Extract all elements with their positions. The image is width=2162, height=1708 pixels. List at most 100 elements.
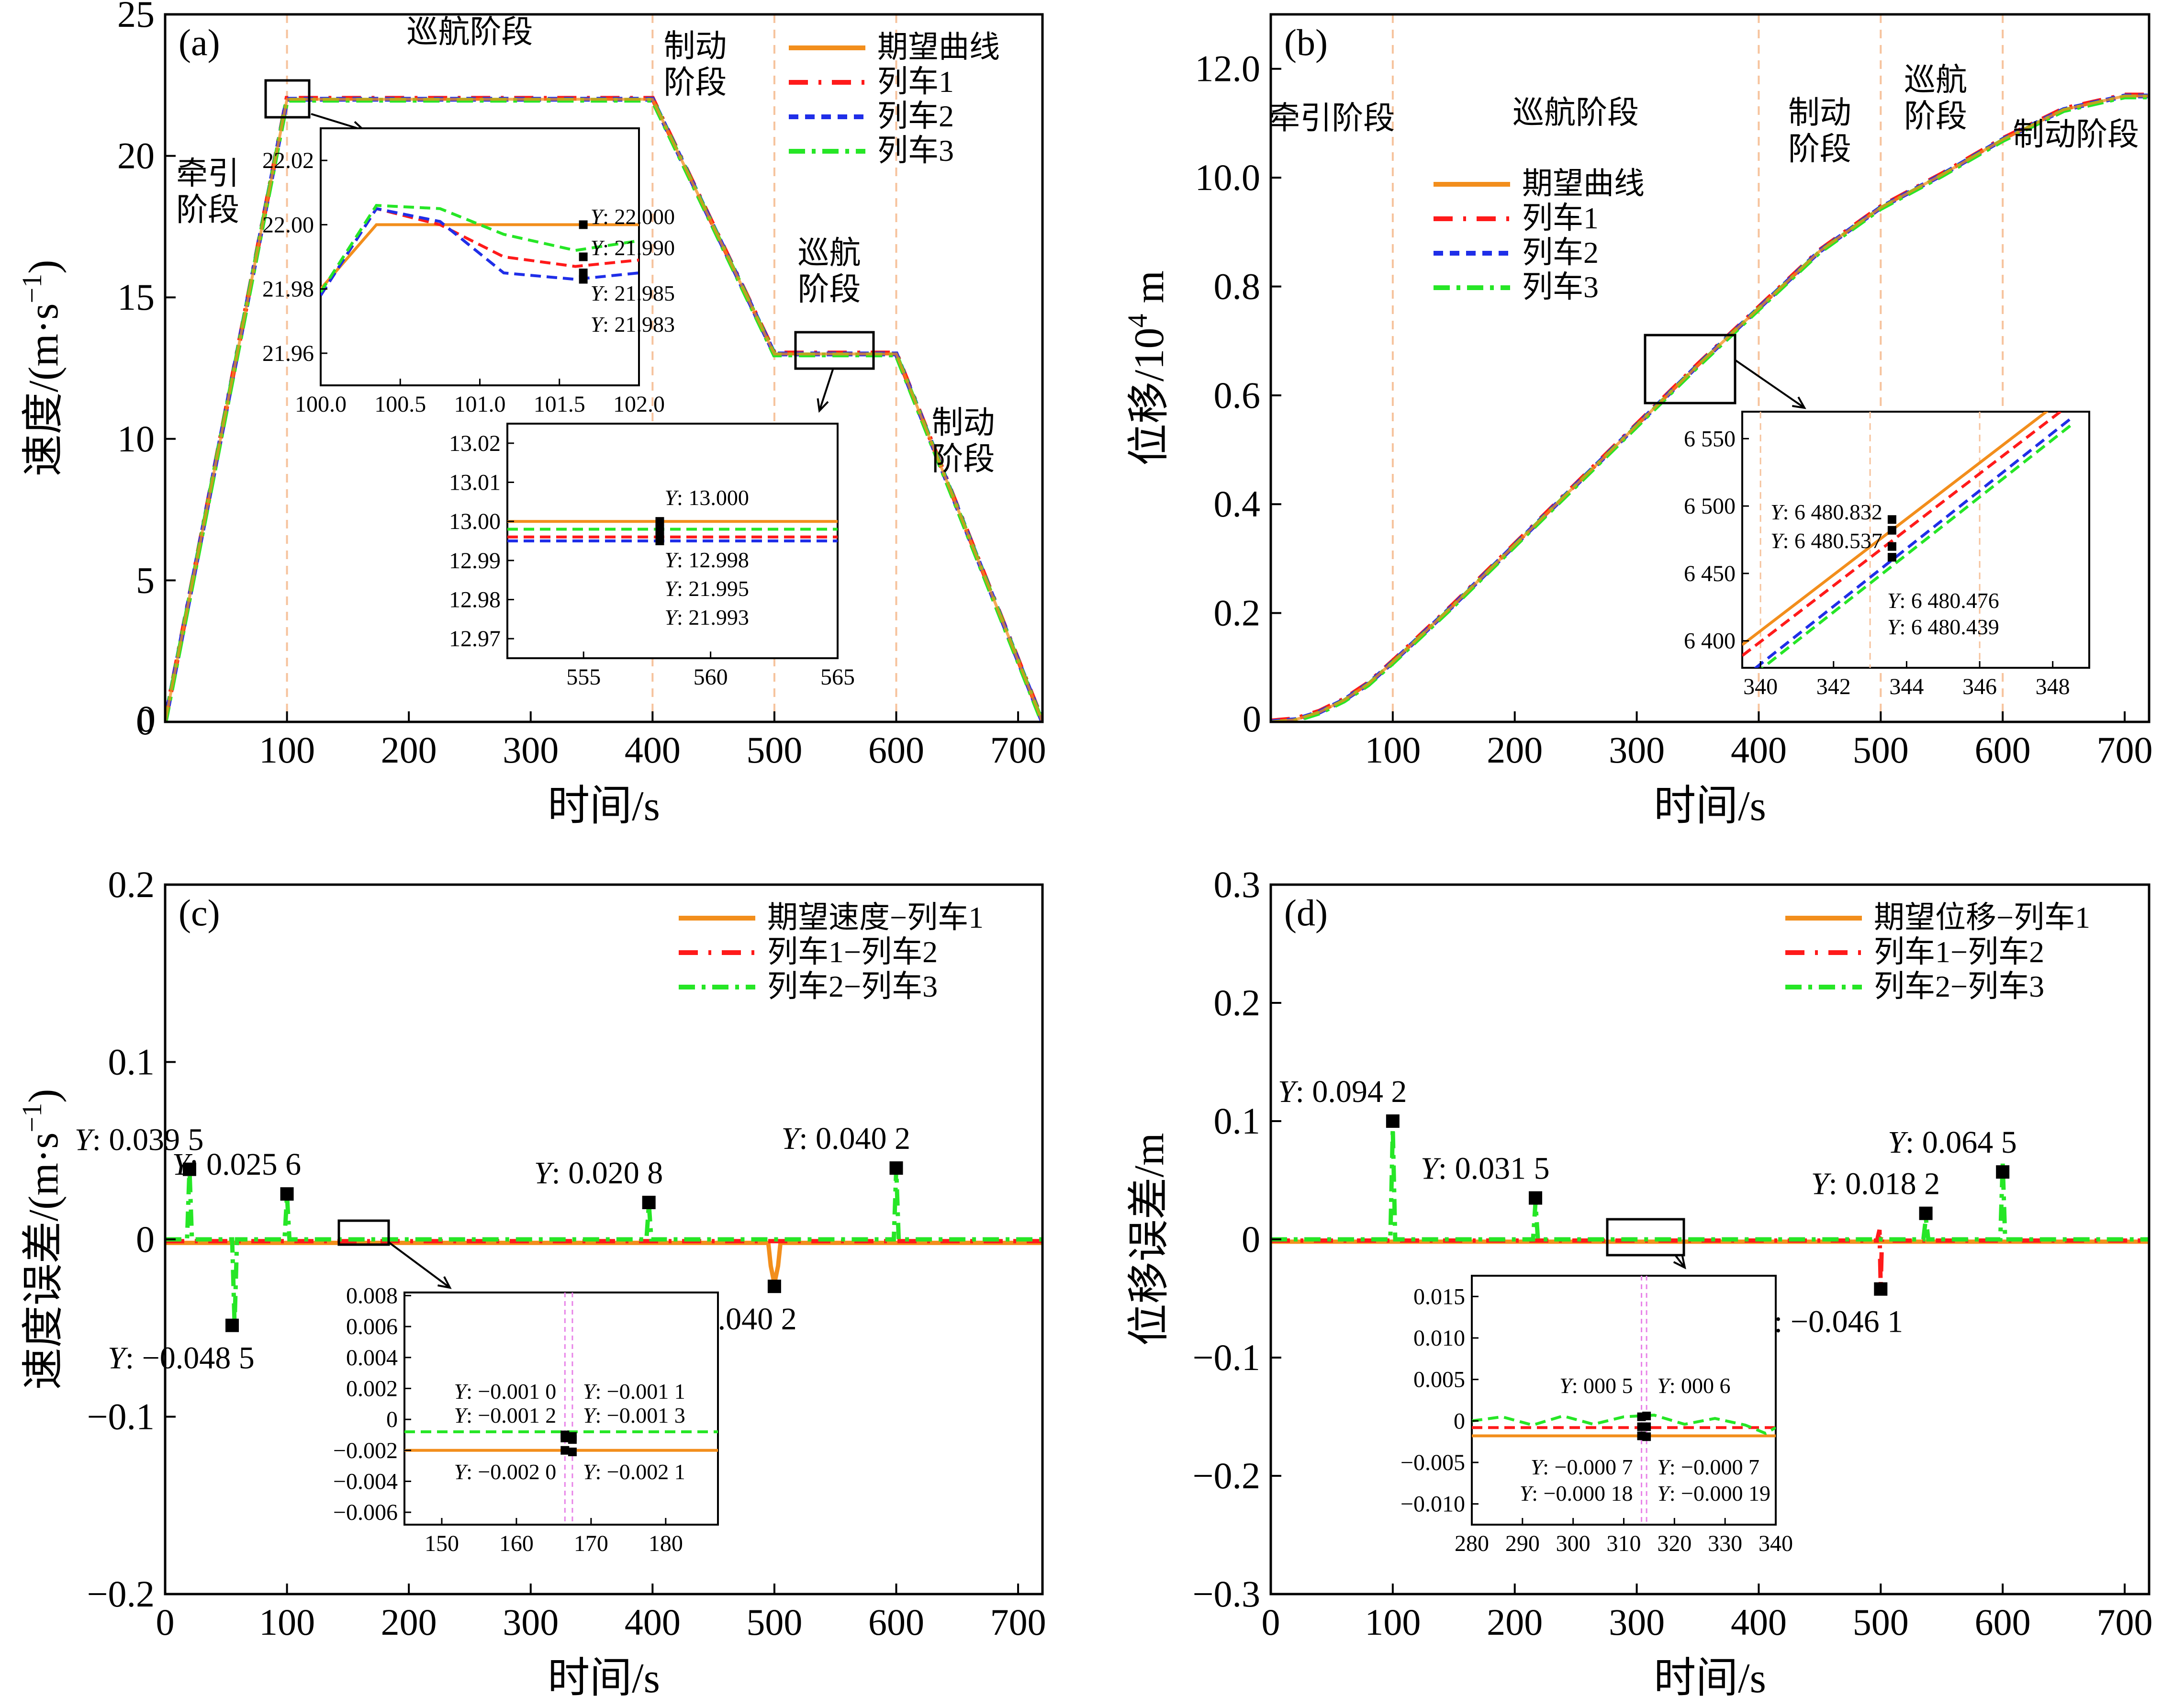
annotation-value: : −0.002 0	[466, 1460, 556, 1484]
phase-label: 巡航阶段	[797, 236, 861, 307]
inset-annotation-label: Y: −0.000 18	[1520, 1481, 1633, 1506]
x-tick-label: 700	[2097, 729, 2153, 771]
inset-annotation-label: Y: 13.000	[664, 485, 749, 510]
x-axis-label: 时间/s	[1654, 783, 1766, 830]
phase-label-line: 阶段	[176, 193, 239, 228]
x-tick-label: 200	[1487, 729, 1543, 771]
annotation-prefix: Y	[108, 1341, 128, 1376]
annotation-marker	[767, 1280, 781, 1293]
inset-y-tick-label: 22.00	[262, 212, 314, 237]
inset-series-line	[1753, 417, 2072, 668]
x-tick-label: 400	[1731, 729, 1787, 771]
y-tick-label: 0.2	[108, 864, 155, 905]
inset-annotation-marker	[568, 1435, 577, 1444]
series-line-expected	[165, 98, 1042, 722]
series-line-expected	[1271, 94, 2149, 722]
annotation-value: : 0.094 2	[1296, 1074, 1407, 1109]
inset-annotation-label: Y: −0.000 19	[1657, 1481, 1770, 1506]
annotation-prefix: Y	[664, 605, 679, 629]
legend-label: 期望曲线	[1522, 167, 1645, 201]
annotation-value: : −0.001 1	[595, 1379, 685, 1404]
annotation-value: : 0.040 2	[799, 1121, 910, 1156]
annotation-marker	[280, 1187, 294, 1201]
series-group	[1271, 92, 2149, 722]
inset-x-tick-label: 180	[649, 1531, 683, 1556]
inset-y-tick-label: 12.97	[449, 626, 501, 652]
inset-x-tick-label: 346	[1962, 674, 1997, 699]
annotation-prefix: Y	[1278, 1074, 1299, 1109]
phase-label: 制动阶段	[2013, 117, 2139, 152]
y-tick-label: 25	[117, 0, 155, 35]
inset-x-tick-label: 100.5	[374, 392, 426, 417]
annotation-marker	[1874, 1282, 1888, 1296]
inset-y-tick-label: 6 400	[1684, 629, 1736, 654]
inset-annotation-marker	[579, 252, 588, 261]
annotation-value: : 0.064 5	[1905, 1125, 2017, 1160]
x-axis-label: 时间/s	[1654, 1655, 1766, 1702]
inset-annotation-label: Y: −0.001 0	[454, 1379, 556, 1404]
phase-label-line: 巡航阶段	[406, 15, 533, 50]
annotation-value: : 21.990	[603, 236, 675, 260]
legend-label: 列车1	[877, 65, 954, 99]
x-tick-label: 100	[259, 729, 315, 771]
inset-annotation-marker	[579, 220, 588, 229]
phase-label-line: 巡航阶段	[1512, 95, 1639, 130]
phase-label: 牵引阶段	[176, 157, 239, 228]
annotation-marker	[1529, 1191, 1543, 1205]
inset-y-tick-label: 0.004	[346, 1345, 398, 1371]
x-tick-label: 700	[990, 1601, 1046, 1643]
annotation-prefix: Y	[664, 548, 679, 572]
phase-label: 制动阶段	[1788, 95, 1851, 167]
phase-label-line: 牵引阶段	[1268, 101, 1395, 136]
inset-annotation-label: Y: 000 5	[1559, 1373, 1633, 1398]
annotation-value: : −0.000 7	[1669, 1455, 1759, 1479]
annotation-value: : 0.020 8	[551, 1156, 663, 1191]
zoom-arrow-head	[817, 398, 829, 413]
annotation-value: : 6 480.537	[1783, 528, 1882, 553]
inset-y-tick-label: 21.98	[262, 277, 314, 302]
legend-label: 列车2	[1522, 236, 1599, 270]
annotation-prefix: Y	[1657, 1373, 1671, 1398]
zoom-arrow-head	[437, 1276, 452, 1289]
series-line	[1271, 1128, 2149, 1242]
y-tick-label: 0	[136, 701, 155, 742]
zoom-arrow-line	[388, 1241, 451, 1289]
annotation-value: : 0.039 5	[92, 1123, 204, 1157]
annotation-value: : 21.983	[603, 312, 675, 337]
inset-y-tick-label: 12.99	[449, 548, 501, 573]
annotation-prefix: Y	[454, 1403, 468, 1427]
legend-label: 列车2−列车3	[767, 969, 938, 1003]
inset-y-tick-label: −0.004	[333, 1469, 398, 1494]
legend-label: 列车2	[877, 99, 954, 133]
inset-annotation-marker	[579, 275, 588, 284]
annotation-marker	[642, 1195, 656, 1209]
annotation-value: : 22.000	[603, 204, 675, 229]
annotation-label: Y: 0.064 5	[1888, 1125, 2017, 1160]
inset-annotation-label: Y: 6 480.537	[1770, 528, 1882, 553]
inset-annotation-label: Y: 21.990	[591, 236, 675, 260]
annotation-marker	[1996, 1165, 2010, 1179]
inset-series-line	[321, 204, 639, 293]
y-tick-label: 0.1	[108, 1041, 155, 1083]
inset-a-0: 100.0 100.5 101.0 101.5 102.0 21.96 21.98 22.00…	[262, 127, 675, 417]
phase-label: 制动阶段	[663, 29, 727, 101]
inset-x-tick-label: 300	[1556, 1531, 1591, 1556]
inset-x-tick-label: 555	[566, 664, 601, 690]
inset-y-tick-label: 0.015	[1413, 1284, 1465, 1309]
inset-series-line	[1742, 412, 2063, 657]
inset-y-tick-label: 13.00	[449, 509, 501, 534]
annotation-marker	[1386, 1114, 1400, 1128]
inset-annotation-marker	[1887, 515, 1896, 524]
annotation-prefix: Y	[1531, 1455, 1545, 1479]
inset-y-tick-label: 0.002	[346, 1376, 398, 1401]
y-axis-label-end: )	[21, 260, 67, 274]
phase-label-line: 制动	[1788, 95, 1851, 130]
inset-frame	[1741, 411, 2090, 669]
inset-x-tick-label: 150	[425, 1531, 459, 1556]
annotation-value: : 21.995	[677, 576, 749, 601]
inset-y-tick-label: 6 500	[1684, 494, 1736, 519]
phase-label-line: 阶段	[797, 272, 861, 307]
y-tick-label: −0.1	[87, 1396, 155, 1438]
inset-annotation-label: Y: 22.000	[591, 204, 675, 229]
zoom-arrow-line	[1674, 1254, 1686, 1269]
